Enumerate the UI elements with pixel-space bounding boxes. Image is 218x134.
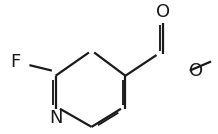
Text: N: N bbox=[49, 109, 62, 127]
Text: O: O bbox=[189, 62, 203, 80]
Text: O: O bbox=[157, 3, 170, 21]
Text: F: F bbox=[10, 53, 21, 71]
